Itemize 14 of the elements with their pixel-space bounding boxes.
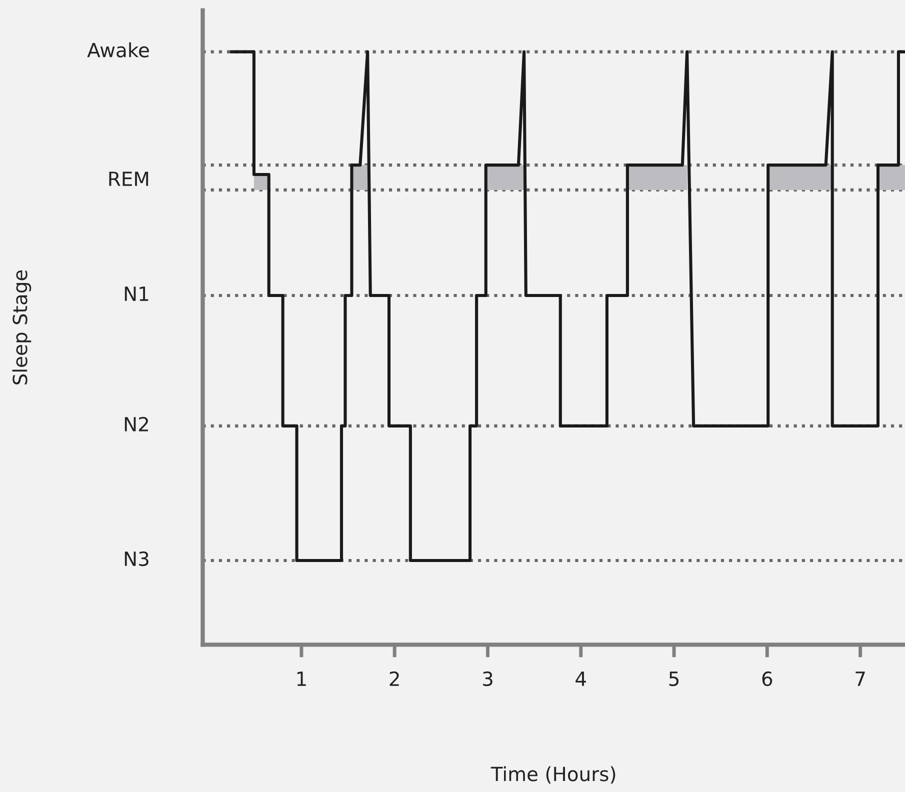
x-axis-title: Time (Hours): [490, 766, 616, 784]
x-tick-label: 3: [483, 671, 492, 686]
ref-line-label: REM: [109, 172, 148, 186]
x-tick-label: 2: [390, 671, 399, 686]
x-tick-label: 7: [856, 672, 865, 686]
ref-line-label: Awake: [87, 42, 149, 58]
ref-line-label: N3: [124, 551, 148, 566]
x-tick-label: 1: [297, 672, 306, 686]
x-tick-label: 6: [762, 671, 772, 686]
ref-line-label: N2: [124, 416, 148, 432]
ref-line-label: N1: [124, 286, 148, 301]
x-tick-label: 5: [669, 672, 678, 686]
text: Sleep Stage: [12, 270, 32, 384]
x-tick-label: 4: [576, 672, 586, 686]
